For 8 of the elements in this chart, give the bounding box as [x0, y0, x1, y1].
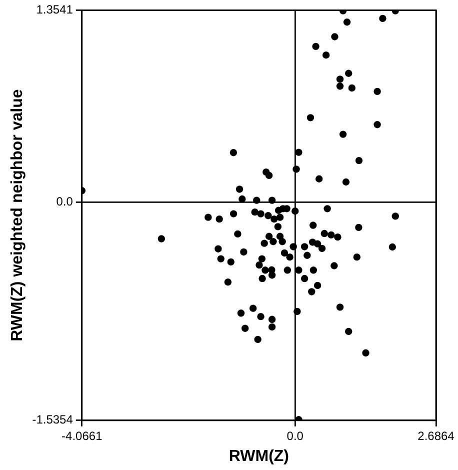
- x-tick-label: 0.0: [286, 428, 304, 443]
- x-tick-label: 2.6864: [418, 428, 455, 443]
- y-tick-label: 1.3541: [36, 2, 74, 17]
- x-tick-label: -4.0661: [62, 428, 103, 443]
- y-axis-title: RWM(Z) weighted neighbor value: [9, 89, 26, 342]
- x-axis-title: RWM(Z): [228, 448, 290, 465]
- y-tick-label: 0.0: [56, 194, 74, 209]
- y-tick-label: -1.5354: [32, 412, 74, 427]
